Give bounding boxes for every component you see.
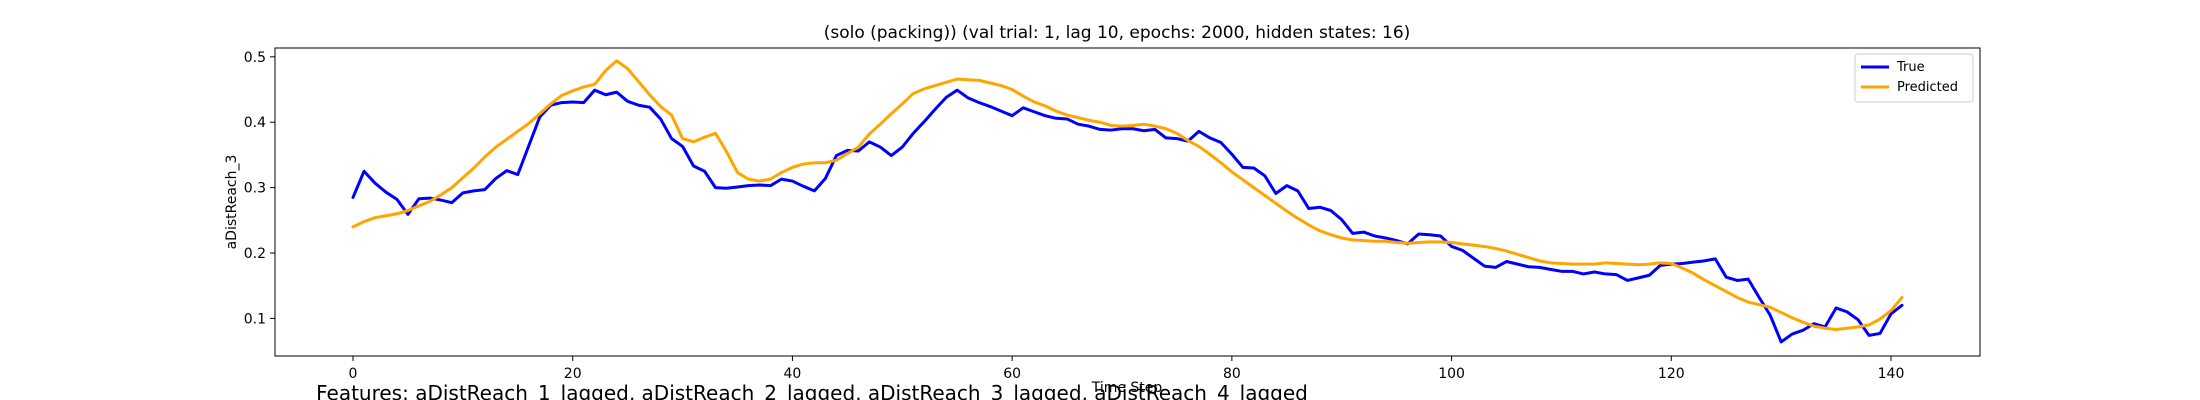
y-tick-label: 0.4	[244, 115, 266, 131]
x-axis-label: Time Step	[1091, 380, 1163, 396]
series-line-predicted	[351, 59, 1904, 332]
plot-background	[275, 48, 1980, 356]
y-tick-label: 0.1	[244, 311, 266, 327]
features-caption: Features: aDistReach_1_lagged, aDistReac…	[316, 381, 1308, 400]
x-tick-label: 140	[1878, 366, 1905, 382]
x-axis: 0 20 40 60 80 100 120 140	[349, 356, 1905, 382]
legend-label-predicted: Predicted	[1897, 80, 1958, 95]
y-axis-label: aDistReach_3	[224, 155, 240, 250]
legend-label-true: True	[1896, 60, 1925, 75]
plot-area	[274, 47, 1981, 357]
x-tick-label: 60	[1003, 366, 1021, 382]
y-tick-label: 0.3	[244, 181, 266, 197]
chart-title: (solo (packing)) (val trial: 1, lag 10, …	[824, 23, 1411, 43]
x-tick-label: 80	[1223, 366, 1241, 382]
x-tick-label: 20	[564, 366, 582, 382]
x-tick-label: 120	[1658, 366, 1685, 382]
plot-frame	[274, 47, 1981, 357]
y-tick-label: 0.5	[244, 50, 266, 66]
x-tick-label: 100	[1438, 366, 1465, 382]
y-axis: 0.1 0.2 0.3 0.4 0.5	[244, 50, 275, 327]
legend: True Predicted	[1854, 53, 1974, 103]
series-layer	[351, 59, 1904, 344]
series-line-true	[351, 88, 1904, 344]
y-tick-label: 0.2	[244, 246, 266, 262]
x-tick-label: 0	[349, 366, 358, 382]
x-tick-label: 40	[784, 366, 802, 382]
